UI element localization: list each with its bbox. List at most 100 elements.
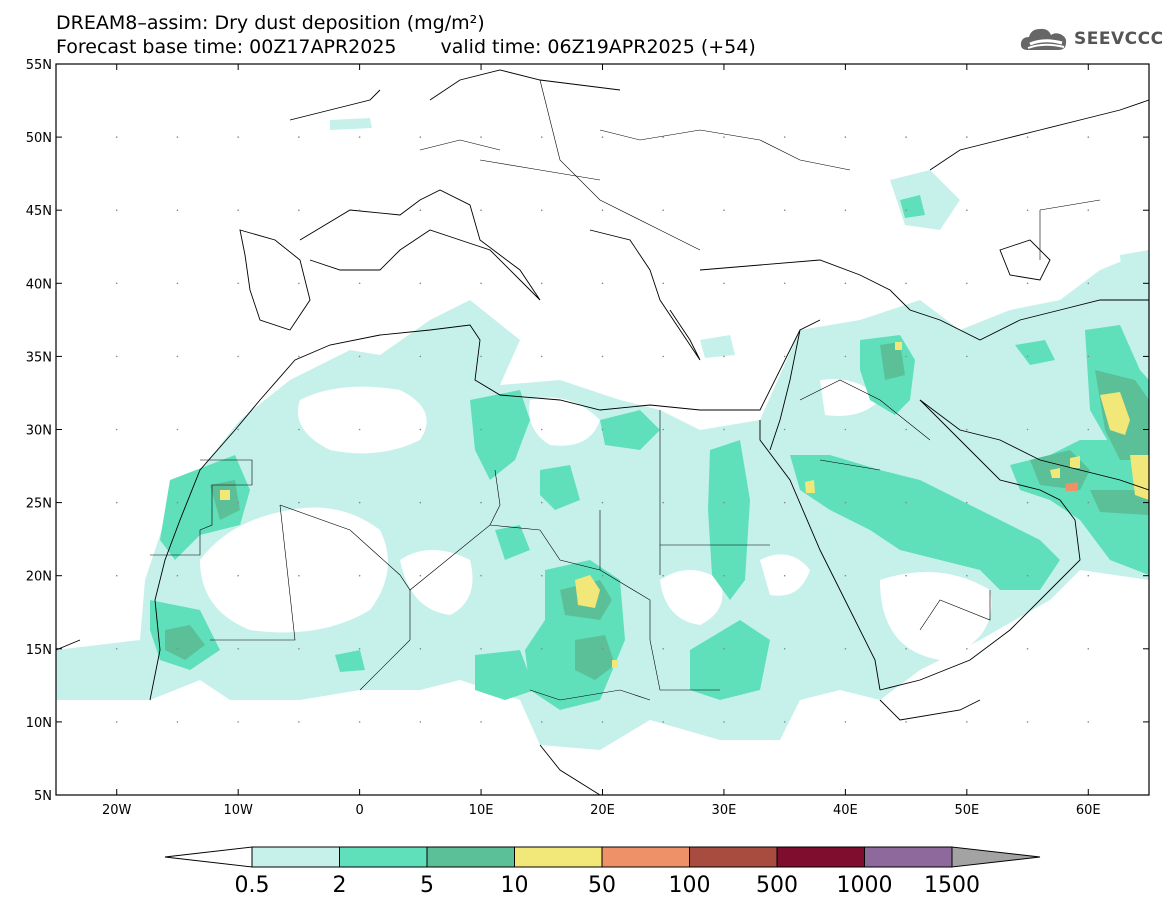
- grid-dot: [540, 355, 543, 358]
- grid-dot: [601, 355, 604, 358]
- grid-dot: [723, 282, 725, 285]
- grid-dot: [966, 136, 968, 138]
- grid-dot: [601, 574, 604, 577]
- grid-dot: [905, 428, 907, 431]
- grid-dot: [601, 209, 604, 211]
- grid-dot: [1087, 501, 1090, 504]
- grid-dot: [723, 648, 725, 650]
- grid-dot: [1087, 282, 1090, 285]
- grid-dot: [480, 355, 482, 358]
- grid-dot: [844, 574, 847, 577]
- grid-dot: [662, 282, 665, 285]
- grid-dot: [176, 136, 179, 138]
- grid-dot: [1026, 136, 1029, 138]
- grid-dot: [905, 648, 907, 650]
- colorbar-label: 1500: [924, 873, 980, 898]
- grid-dot: [1087, 355, 1090, 358]
- clear-areas: [200, 379, 992, 660]
- grid-dot: [237, 209, 239, 211]
- valid-time: valid time: 06Z19APR2025 (+54): [440, 36, 756, 58]
- grid-dot: [480, 428, 482, 431]
- grid-dot: [237, 282, 239, 285]
- grid-dot: [480, 501, 482, 504]
- grid-dot: [358, 428, 361, 431]
- grid-dot: [176, 282, 179, 285]
- grid-dot: [966, 282, 968, 285]
- grid-dot: [662, 501, 665, 504]
- grid-dot: [905, 282, 907, 285]
- lon-label: 10W: [223, 803, 253, 818]
- grid-dot: [298, 136, 300, 138]
- grid-dot: [783, 428, 786, 431]
- lat-label: 10N: [26, 716, 52, 731]
- grid-dot: [358, 501, 361, 504]
- grid-dot: [601, 721, 604, 723]
- grid-dot: [723, 574, 725, 577]
- grid-dot: [723, 501, 725, 504]
- colorbar-label: 100: [669, 873, 711, 898]
- grid-dot: [176, 721, 179, 723]
- grid-dot: [783, 501, 786, 504]
- grid-dot: [723, 428, 725, 431]
- grid-dot: [1026, 355, 1029, 358]
- grid-dot: [480, 209, 482, 211]
- lat-label: 45N: [26, 204, 52, 219]
- grid-dot: [480, 648, 482, 650]
- grid-dot: [783, 209, 786, 211]
- colorbar-segment: [776, 846, 865, 868]
- grid-dot: [480, 574, 482, 577]
- grid-dot: [783, 648, 786, 650]
- dust-level-5-areas: [1065, 482, 1078, 491]
- grid-dot: [966, 428, 968, 431]
- colorbar-segment: [339, 846, 428, 868]
- chart-title: DREAM8–assim: Dry dust deposition (mg/m²…: [56, 12, 485, 34]
- lon-label: 20W: [102, 803, 132, 818]
- grid-dot: [298, 721, 300, 723]
- grid-dot: [1087, 648, 1090, 650]
- colorbar-segment: [426, 846, 515, 868]
- lat-label: 35N: [26, 350, 52, 365]
- colorbar-label: 10: [501, 873, 529, 898]
- grid-dot: [540, 648, 543, 650]
- lat-label: 15N: [26, 643, 52, 658]
- grid-dot: [540, 282, 543, 285]
- grid-dot: [844, 282, 847, 285]
- grid-dot: [723, 355, 725, 358]
- colorbar-over-triangle: [951, 846, 1041, 868]
- colorbar-labels: 0.5 2 5 10 50 100 500 1000 1500: [235, 873, 981, 898]
- lat-label: 30N: [26, 424, 52, 439]
- longitude-labels: 20W 10W 0 10E 20E 30E 40E 50E 60E: [102, 803, 1101, 818]
- grid-dot: [419, 428, 422, 431]
- colorbar-segment: [601, 846, 690, 868]
- grid-dot: [966, 721, 968, 723]
- grid-dot: [540, 209, 543, 211]
- grid-dot: [1026, 648, 1029, 650]
- grid-dot: [601, 501, 604, 504]
- grid-dot: [237, 721, 239, 723]
- grid-dot: [237, 574, 239, 577]
- grid-dot: [540, 501, 543, 504]
- grid-dot: [662, 136, 665, 138]
- grid-dot: [298, 574, 300, 577]
- coastlines: [56, 69, 1149, 795]
- borders: [150, 79, 1101, 701]
- grid-dot: [115, 209, 118, 211]
- grid-dot: [176, 574, 179, 577]
- grid-dot: [540, 574, 543, 577]
- grid-dot: [115, 721, 118, 723]
- grid-dot: [115, 136, 118, 138]
- grid-dot: [480, 721, 482, 723]
- lat-label: 55N: [26, 58, 52, 73]
- lon-label: 40E: [833, 803, 858, 818]
- grid-dot: [844, 648, 847, 650]
- grid-dot: [176, 355, 179, 358]
- grid-dot: [662, 209, 665, 211]
- grid-dot: [966, 355, 968, 358]
- lat-label: 20N: [26, 570, 52, 585]
- grid-dot: [662, 355, 665, 358]
- colorbar-segment: [251, 846, 340, 868]
- colorbar-label: 0.5: [235, 873, 270, 898]
- lon-label: 0: [355, 803, 363, 818]
- grid-dot: [844, 428, 847, 431]
- grid-dot: [966, 574, 968, 577]
